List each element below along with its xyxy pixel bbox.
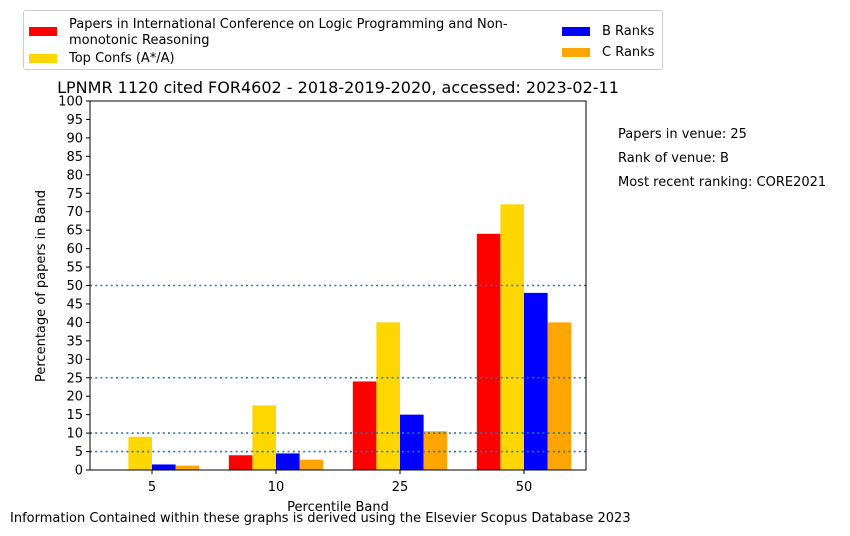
bar-s3-10 (276, 453, 300, 470)
bar-s4-5 (175, 465, 200, 470)
plot-area: 0 5 10 15 20 25 30 35 40 45 50 55 60 65 70 75 80 85 90 95 10… (58, 95, 587, 495)
legend-swatch-venue (29, 27, 57, 36)
chart-legend: Papers in International Conference on Lo… (23, 10, 663, 70)
y-tick-label-70: 70 (66, 205, 83, 220)
legend-label-venue: Papers in International Conference on Lo… (69, 17, 508, 48)
y-tick-label-60: 60 (66, 242, 83, 257)
y-tick-label-75: 75 (66, 187, 83, 202)
data-source-footer: Information Contained within these graph… (10, 511, 631, 526)
y-tick-label-100: 100 (58, 95, 83, 110)
bar-s3-5 (152, 464, 176, 470)
bar-s4-25 (423, 431, 448, 470)
chart-title: LPNMR 1120 cited FOR4602 - 2018-2019-202… (57, 78, 619, 97)
y-tick-label-5: 5 (75, 445, 83, 460)
y-tick-label-95: 95 (66, 113, 83, 128)
legend-swatch-top-confs (29, 54, 57, 63)
y-tick-label-30: 30 (66, 353, 83, 368)
x-tick-label-50: 50 (516, 480, 533, 495)
x-tick-label-5: 5 (148, 480, 156, 495)
y-tick-label-85: 85 (66, 150, 83, 165)
y-tick-label-20: 20 (66, 390, 83, 405)
bar-s2-25 (376, 322, 400, 470)
y-tick-label-40: 40 (66, 316, 83, 331)
legend-swatch-c-ranks (562, 48, 590, 57)
bar-s4-10 (299, 459, 324, 470)
y-tick-label-80: 80 (66, 168, 83, 183)
x-tick-label-25: 25 (392, 480, 409, 495)
legend-label-b-ranks: B Ranks (602, 24, 655, 39)
bar-s3-50 (524, 292, 548, 470)
bar-s1-50 (476, 233, 501, 470)
y-axis-label: Percentage of papers in Band (34, 190, 49, 382)
bar-s1-10 (228, 455, 253, 470)
y-tick-label-55: 55 (66, 261, 83, 276)
bar-s2-5 (128, 436, 152, 470)
legend-label-top-confs: Top Confs (A*/A) (69, 51, 175, 66)
bar-s2-50 (500, 204, 524, 470)
y-tick-label-25: 25 (66, 371, 83, 386)
legend-label-c-ranks: C Ranks (602, 45, 655, 60)
most-recent-ranking-note: Most recent ranking: CORE2021 (618, 175, 827, 190)
y-tick-label-10: 10 (66, 427, 83, 442)
legend-swatch-b-ranks (562, 27, 590, 36)
y-tick-label-0: 0 (75, 464, 83, 479)
bar-s1-25 (352, 381, 377, 470)
x-axis-label: Percentile Band (287, 500, 389, 515)
rank-of-venue-note: Rank of venue: B (618, 151, 729, 166)
bar-s4-50 (547, 322, 572, 470)
bar-s3-25 (400, 414, 424, 470)
papers-in-venue-note: Papers in venue: 25 (618, 127, 747, 142)
y-tick-label-35: 35 (66, 334, 83, 349)
y-tick-label-65: 65 (66, 224, 83, 239)
y-tick-label-50: 50 (66, 279, 83, 294)
y-tick-label-45: 45 (66, 297, 83, 312)
y-tick-label-15: 15 (66, 408, 83, 423)
bar-s2-10 (252, 405, 276, 470)
x-tick-label-10: 10 (268, 480, 285, 495)
y-tick-label-90: 90 (66, 131, 83, 146)
